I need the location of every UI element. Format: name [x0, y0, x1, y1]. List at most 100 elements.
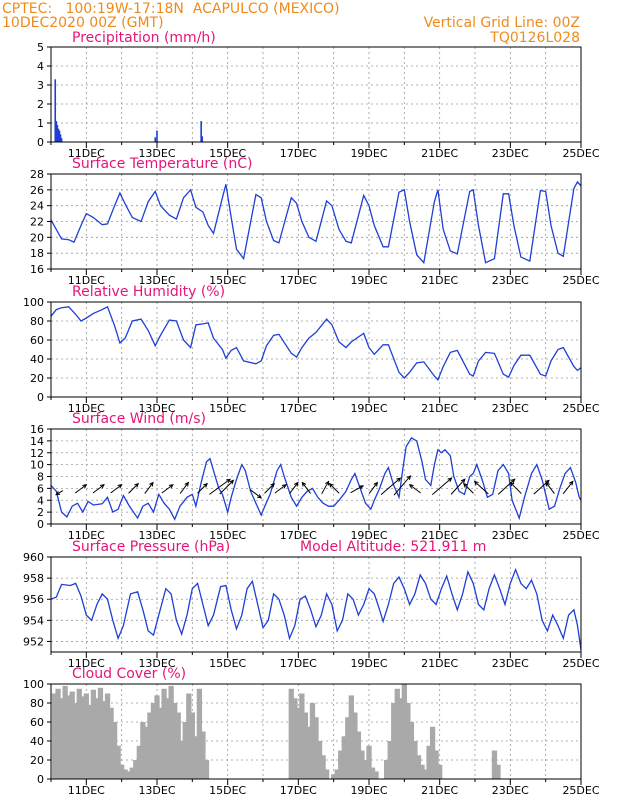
wind-line [50, 437, 582, 521]
cloud-cover-bar [288, 688, 294, 779]
precipitation-bar [58, 130, 61, 142]
wind-vector-shaft [497, 478, 516, 495]
cloud-cover-bar [316, 741, 323, 779]
wind-vector-head [149, 481, 154, 487]
wind-vector-head [396, 477, 402, 483]
cloud-cover-bar [355, 731, 362, 779]
temperature-xtick-label: 19DEC [350, 274, 387, 287]
cloud-cover-bar [66, 695, 72, 779]
wind-xtick-label: 19DEC [350, 529, 387, 542]
wind-title: Surface Wind (m/s) [72, 411, 206, 427]
wind-xtick-label: 13DEC [138, 529, 175, 542]
cloud-cover-bar [97, 687, 104, 779]
header-station: CPTEC: 100:19W-17:18N ACAPULCO (MEXICO) [2, 1, 340, 17]
precipitation-ytick-label: 5 [37, 41, 44, 54]
wind-vector-shaft [197, 483, 208, 494]
humidity-xtick-label: 23DEC [492, 402, 529, 415]
wind-vector-shaft [110, 484, 122, 494]
cloud-cover-bar [426, 745, 432, 779]
humidity-panel: Relative Humidity (%) 0 20 40 60 80 100 11DEC 1… [23, 284, 600, 415]
cloud-cover-bar [168, 685, 174, 779]
cloud-cover-bar [405, 703, 411, 779]
precipitation-bar [54, 79, 57, 142]
cloud-cover-xtick-label: 17DEC [280, 784, 317, 797]
pressure-ytick-label: 954 [23, 614, 44, 627]
wind-vector-shaft [92, 484, 105, 494]
wind-vector-head [447, 477, 453, 483]
header-grid-note: Vertical Grid Line: 00Z [424, 15, 580, 31]
cloud-cover-bar [391, 703, 397, 779]
cloud-cover-bar [373, 771, 379, 779]
wind-vector-shaft [463, 483, 474, 494]
cloud-cover-bar [419, 764, 425, 779]
precipitation-bar [156, 130, 158, 142]
wind-xtick-label: 17DEC [280, 529, 317, 542]
pressure-xtick-label: 23DEC [492, 657, 529, 670]
precipitation-bar [56, 124, 59, 142]
cloud-cover-bar [126, 771, 132, 779]
wind-xtick-label: 11DEC [68, 529, 105, 542]
wind-vector-shaft [161, 484, 174, 494]
humidity-xtick-label: 11DEC [68, 402, 105, 415]
humidity-title: Relative Humidity (%) [72, 284, 225, 300]
cloud-cover-bar [143, 726, 150, 779]
wind-vector-shaft [219, 479, 234, 495]
cloud-cover-bar [90, 689, 97, 779]
pressure-ytick-label: 952 [23, 635, 44, 648]
wind-vector-shaft [301, 482, 311, 494]
cloud-cover-xtick-label: 25DEC [562, 784, 599, 797]
wind-vector-shaft [562, 481, 574, 495]
wind-vector-head [294, 481, 299, 487]
precipitation-xtick-label: 21DEC [421, 147, 458, 160]
cloud-cover-bar [140, 722, 146, 779]
wind-ytick-label: 8 [37, 471, 44, 484]
pressure-frame [50, 556, 582, 653]
wind-vector-head [460, 478, 466, 484]
wind-vector-head [473, 480, 479, 486]
wind-vector-shaft [55, 490, 64, 496]
cloud-cover-bar [422, 769, 429, 779]
cloud-cover-bar [172, 703, 178, 779]
wind-vector-shaft [274, 484, 287, 494]
cloud-cover-bar [429, 726, 436, 779]
precipitation-ytick-label: 2 [37, 98, 44, 111]
cloud-cover-bar [119, 764, 125, 779]
humidity-ytick-label: 80 [30, 315, 44, 328]
humidity-ytick-label: 40 [30, 353, 44, 366]
wind-vector-head [408, 484, 414, 489]
wind-vector-head [462, 482, 468, 488]
cloud-cover-bar [384, 760, 390, 779]
cloud-cover-bar [334, 769, 340, 779]
cloud-cover-xtick-label: 21DEC [421, 784, 458, 797]
wind-vector-shaft [329, 483, 340, 494]
cloud-cover-bar [295, 707, 301, 779]
wind-xtick-label: 25DEC [562, 529, 599, 542]
wind-vector-head [568, 480, 574, 486]
humidity-line [50, 305, 582, 382]
cloud-cover-bar [401, 684, 407, 779]
precipitation-xtick-label: 19DEC [350, 147, 387, 160]
wind-vector-head [358, 485, 365, 490]
cloud-cover-bar [133, 760, 139, 779]
wind-vector-head [545, 481, 550, 487]
cloud-cover-bar [108, 707, 114, 779]
pressure-xtick-label: 25DEC [562, 657, 599, 670]
cloud-cover-bar [111, 722, 118, 779]
cloud-cover-bar [366, 745, 372, 779]
pressure-xtick-label: 17DEC [280, 657, 317, 670]
cloud-cover-bar [302, 712, 309, 779]
precipitation-xtick-label: 11DEC [68, 147, 105, 160]
cloud-cover-bar [122, 769, 128, 779]
temperature-title: Surface Temperature (nC) [72, 156, 253, 172]
temperature-xtick-label: 21DEC [421, 274, 458, 287]
cloud-cover-bar [58, 698, 65, 779]
wind-vector-shaft [289, 482, 299, 494]
humidity-ytick-label: 60 [30, 334, 44, 347]
humidity-ytick-label: 100 [23, 296, 44, 309]
temperature-ytick-label: 28 [30, 168, 44, 181]
cloud-cover-bar [129, 767, 135, 779]
cloud-cover-ytick-label: 0 [37, 773, 44, 786]
cloud-cover-bar [104, 693, 111, 779]
temperature-ytick-label: 26 [30, 184, 44, 197]
precipitation-xtick-label: 17DEC [280, 147, 317, 160]
